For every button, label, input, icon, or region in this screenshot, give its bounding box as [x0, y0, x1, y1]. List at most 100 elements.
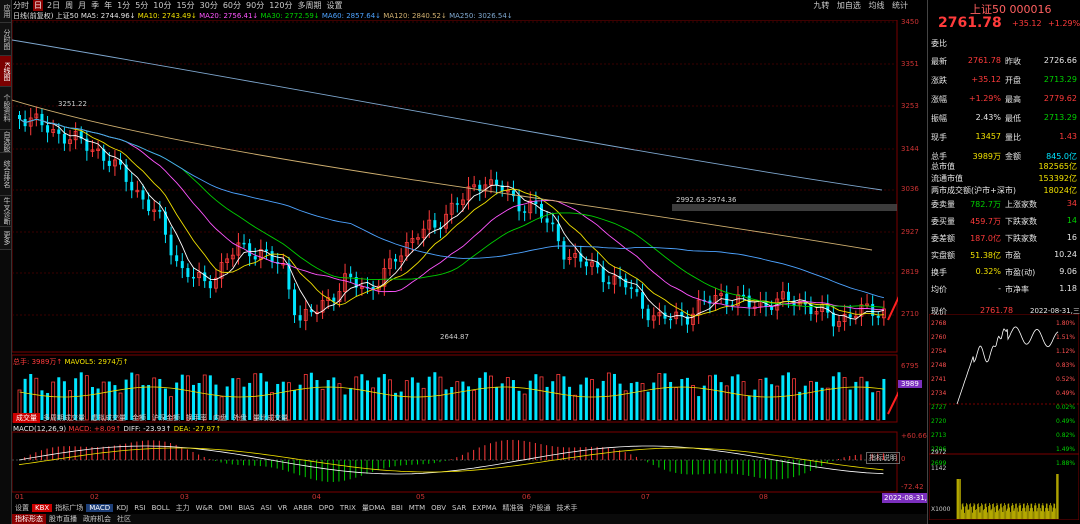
footer-tab[interactable]: 社区 [117, 515, 131, 523]
indicator-tab[interactable]: 沪股通 [529, 504, 551, 512]
candle-body [853, 315, 858, 319]
volume-tab[interactable]: 沪深金额 [152, 414, 180, 422]
period-button[interactable]: 多周期 [297, 1, 322, 10]
indicator-tab[interactable]: DPO [318, 504, 334, 512]
quote-value: 1.43 [1059, 132, 1077, 141]
period-button[interactable]: 1分 [117, 1, 131, 10]
volume-bar [685, 377, 689, 420]
candle-body [388, 258, 392, 269]
window-button[interactable]: 加自选 [836, 1, 861, 10]
footer-tab[interactable]: 指标形态 [12, 514, 46, 524]
indicator-tab[interactable]: W&R [195, 504, 213, 512]
period-button[interactable]: 60分 [222, 1, 242, 10]
ma250-label: MA250: 3026.54↓ [449, 12, 513, 20]
side-tab[interactable]: 更多 [0, 227, 11, 250]
indicator-tab[interactable]: BIAS [238, 504, 255, 512]
volume-bar [876, 391, 881, 421]
indicator-tab[interactable]: MACD [86, 504, 114, 512]
indicator-tab[interactable]: KBX [32, 504, 53, 512]
period-button[interactable]: 120分 [269, 1, 293, 10]
volume-bar [281, 381, 285, 420]
quote-label: 涨幅 [931, 95, 947, 104]
footer-tab-bar: 指标形态 股市直播 政府机会 社区 [12, 514, 927, 524]
volume-bar [640, 383, 645, 421]
candle-body [180, 261, 184, 269]
volume-tab[interactable]: 内盘 [213, 414, 227, 422]
volume-tab[interactable]: 成交量 [13, 413, 40, 423]
period-button[interactable]: 10分 [153, 1, 172, 10]
volume-bar [707, 375, 712, 421]
indicator-tab[interactable]: RSI [134, 504, 146, 512]
volume-tab[interactable]: 金额 [132, 414, 146, 422]
volume-tab[interactable]: 换手率 [186, 414, 207, 422]
indicator-tab[interactable]: 量DMA [361, 504, 386, 512]
footer-tab[interactable]: 股市直播 [49, 515, 77, 523]
indicator-tab[interactable]: MTM [408, 504, 426, 512]
side-tab[interactable]: 分时图 [0, 23, 11, 56]
dea-line [18, 447, 884, 473]
period-button[interactable]: 年 [104, 1, 113, 10]
volume-tab[interactable]: 多周期成交量 [43, 414, 85, 422]
indicator-tab[interactable]: ASI [260, 504, 272, 512]
indicator-tab[interactable]: 主力 [175, 504, 190, 512]
indicator-tab[interactable]: 设置 [15, 504, 29, 512]
period-button[interactable]: 设置 [326, 1, 343, 10]
side-tab[interactable]: 自选股 [0, 130, 11, 153]
window-button[interactable]: 均线 [868, 1, 885, 10]
period-button[interactable]: 5分 [135, 1, 149, 10]
indicator-tab[interactable]: BBI [391, 504, 403, 512]
period-button[interactable]: 2日 [47, 1, 61, 10]
side-tab[interactable]: 个股资料 [0, 87, 11, 130]
intraday-price-tick: 2741 [931, 376, 947, 383]
period-button[interactable]: 90分 [246, 1, 265, 10]
volume-bar [483, 372, 487, 420]
period-button[interactable]: 月 [78, 1, 87, 10]
window-button[interactable]: 统计 [892, 1, 908, 10]
volume-bar [635, 381, 639, 420]
period-button[interactable]: 周 [65, 1, 74, 10]
volume-bar [455, 381, 460, 421]
indicator-help-button[interactable]: 指标说明 [866, 452, 900, 464]
indicator-tab[interactable]: DMI [218, 504, 233, 512]
volume-bar [101, 381, 106, 421]
macd-axis-bot: -72.42 [901, 483, 924, 491]
period-button[interactable]: 15分 [176, 1, 195, 10]
indicator-tab[interactable]: VR [277, 504, 288, 512]
diff-line [18, 445, 884, 475]
intraday-chart[interactable] [929, 314, 1079, 520]
indicator-tab[interactable]: 精准强 [502, 504, 524, 512]
kline-chart[interactable] [12, 20, 898, 505]
quote-row: 委卖量 782.7万 上涨家数 34 [929, 196, 1079, 213]
indicator-tab[interactable]: ARBR [293, 504, 313, 512]
indicator-tab[interactable]: 指标广场 [55, 504, 84, 512]
indicator-tab[interactable]: OBV [431, 504, 447, 512]
volume-tab[interactable]: 量比成交量 [253, 414, 288, 422]
footer-tab[interactable]: 政府机会 [83, 515, 111, 523]
now-date: 2022-08-31,三 [1030, 307, 1080, 315]
period-button[interactable]: 季 [91, 1, 100, 10]
indicator-tab[interactable]: 技术手 [556, 504, 578, 512]
side-tab[interactable]: K线图 [0, 56, 11, 87]
candle-body [90, 149, 95, 152]
period-button[interactable]: 日 [33, 0, 43, 11]
indicator-tab[interactable]: TRIX [339, 504, 356, 512]
quote-value: 16 [1066, 233, 1077, 242]
period-button[interactable]: 分时 [13, 1, 29, 10]
candle-body [742, 294, 746, 297]
indicator-tab[interactable]: EXPMA [472, 504, 497, 512]
window-button[interactable]: 九转 [813, 1, 830, 10]
period-button[interactable]: 30分 [199, 1, 218, 10]
volume-tab[interactable]: 外盘 [233, 414, 247, 422]
side-tab[interactable]: 应用 [0, 0, 11, 23]
candle-body [416, 237, 420, 240]
indicator-tab[interactable]: SAR [452, 504, 467, 512]
indicator-tab[interactable]: BOLL [151, 504, 170, 512]
volume-tab[interactable]: 虚拟成交量 [91, 414, 126, 422]
volume-bar [152, 377, 157, 421]
side-tab[interactable]: 综合排名 [0, 153, 11, 196]
now-value: 2761.78 [980, 306, 1014, 315]
side-tab[interactable]: 牛叉诊断 [0, 196, 11, 227]
candle-body [85, 138, 89, 151]
indicator-tab[interactable]: KDJ [116, 504, 129, 512]
candle-body [685, 316, 689, 325]
